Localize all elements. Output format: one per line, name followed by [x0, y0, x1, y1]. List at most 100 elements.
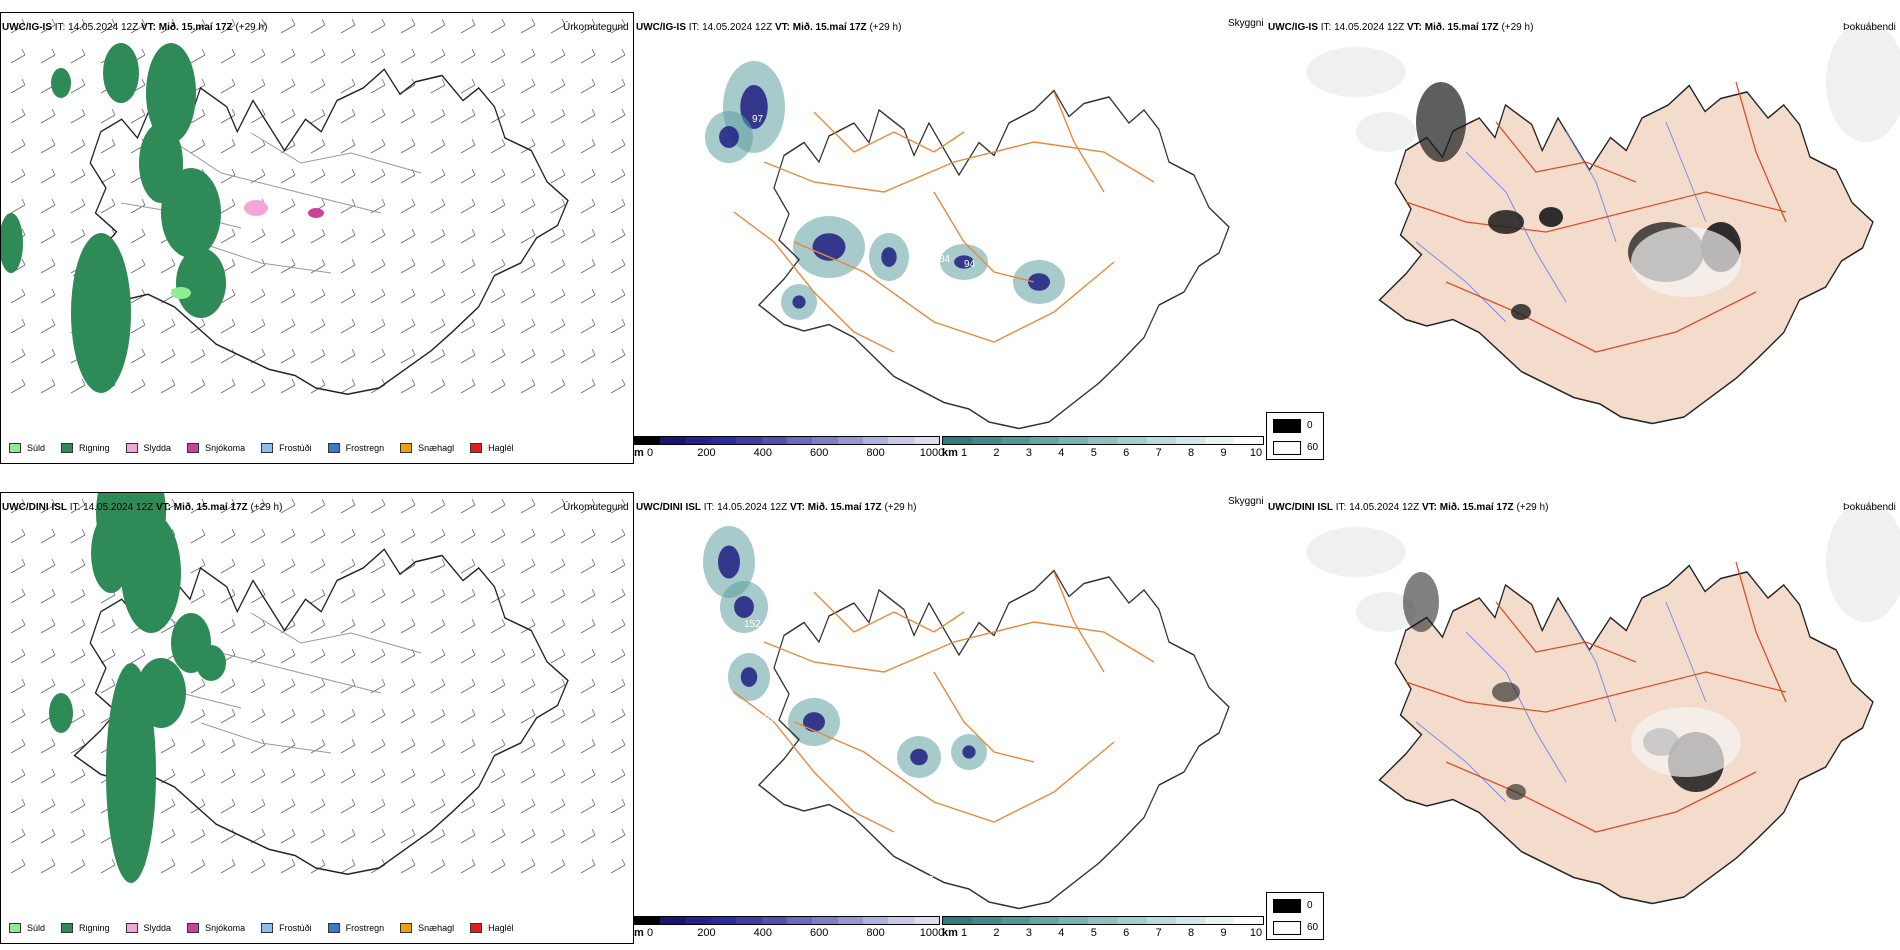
wind-barb [520, 498, 536, 514]
wind-barb [40, 498, 56, 514]
rain-area [103, 43, 139, 103]
wind-barb [430, 648, 446, 664]
drizzle-area [171, 287, 191, 299]
wind-barb [10, 708, 26, 724]
wind-barb [490, 618, 506, 634]
wind-barb [460, 18, 476, 34]
wind-barb [400, 228, 416, 244]
wind-barb [400, 828, 416, 844]
wind-barb [520, 378, 536, 394]
wind-barb [220, 138, 236, 154]
precip-legend-item: Snjókoma [187, 923, 245, 933]
fog-map-bottom [1306, 502, 1900, 905]
wind-barb [610, 108, 626, 124]
wind-barb [580, 588, 596, 604]
cloud-base-area [1028, 273, 1050, 291]
wind-barb [190, 498, 206, 514]
iceland-roads-top [733, 89, 1230, 430]
precip-type-panel-top: Súld Rigning Slydda Snjókoma Frostúði Frostre… [0, 12, 634, 464]
wind-barb [340, 558, 356, 574]
cloud-panel-bottom: 152 49 57 37 93 [634, 492, 1264, 914]
legend-swatch [327, 443, 340, 453]
wind-barb [190, 378, 206, 394]
wind-barb [10, 288, 26, 304]
label-skyggni-top: Skyggni [1228, 18, 1264, 29]
road-line [933, 671, 1035, 763]
wind-barb [550, 528, 566, 544]
wind-barb [490, 138, 506, 154]
iceland-coast [1378, 564, 1874, 905]
wind-barb [220, 78, 236, 94]
fog-dense-area [1492, 682, 1520, 702]
wind-barb [400, 708, 416, 724]
legend-label: Frostúði [279, 923, 312, 933]
title-cloud-bottom: UWC/DINI ISL IT: 14.05.2024 12Z VT: Mið.… [636, 502, 917, 513]
wind-barb [490, 288, 506, 304]
wind-barb [580, 708, 596, 724]
fog-panel-bottom [1266, 492, 1900, 914]
wind-barb [310, 648, 326, 664]
wind-barb [160, 618, 176, 634]
colorbar-cell [943, 437, 973, 444]
wind-barb [430, 48, 446, 64]
colorbar-tick: 2 [993, 447, 1000, 459]
wind-barb [40, 318, 56, 334]
wind-barb [10, 378, 26, 394]
legend-label: Haglél [488, 443, 514, 453]
wind-barb [280, 138, 296, 154]
wind-barb [490, 708, 506, 724]
cloud-base-area [740, 667, 758, 687]
wind-barb [490, 318, 506, 334]
wind-barb [520, 678, 536, 694]
wind-barb [100, 858, 116, 874]
title-cloud-top: UWC/IG-IS IT: 14.05.2024 12Z VT: Mið. 15… [636, 22, 902, 33]
wind-barb [310, 768, 326, 784]
colorbar-cell [837, 917, 863, 924]
wind-barb [490, 648, 506, 664]
cloud-base-value: 69 [869, 294, 881, 305]
wind-barb [280, 228, 296, 244]
sky-legend-bottom: 0 60 [1266, 892, 1324, 940]
wind-barb [70, 558, 86, 574]
wind-barb [580, 228, 596, 244]
wind-barb [520, 18, 536, 34]
legend-label: Snjókoma [205, 443, 246, 453]
wind-barb [250, 738, 266, 754]
wind-barb [430, 498, 446, 514]
fog-panel-top [1266, 12, 1900, 442]
wind-barb [430, 738, 446, 754]
wind-barb [280, 708, 296, 724]
wind-barb [430, 528, 446, 544]
wind-barb [430, 18, 446, 34]
colorbar-cells [942, 436, 1264, 445]
road-line [793, 721, 1115, 823]
wind-barb [100, 18, 116, 34]
precip-legend-top: Súld Rigning Slydda Snjókoma Frostúði Frostre… [9, 443, 530, 453]
wind-barb [370, 288, 386, 304]
wind-barb [310, 618, 326, 634]
wind-barb [70, 738, 86, 754]
colorbar-tick: 400 [753, 927, 772, 939]
cloud-base-value: 68 [719, 204, 731, 215]
wind-barb [220, 288, 236, 304]
wind-barb [340, 588, 356, 604]
wind-barb [40, 228, 56, 244]
label-fog-index-bottom: Þokuábendi [1843, 502, 1896, 513]
wind-barb [340, 168, 356, 184]
legend-swatch [61, 443, 74, 453]
wind-barb [550, 648, 566, 664]
wind-barb [250, 78, 266, 94]
wind-barb [490, 858, 506, 874]
wind-barb [100, 138, 116, 154]
wind-barb [70, 228, 86, 244]
legend-label: Slydda [143, 923, 172, 933]
wind-barb [610, 858, 626, 874]
wind-barb [580, 858, 596, 874]
precip-legend-item: Frostúði [261, 923, 312, 933]
wind-barb [460, 258, 476, 274]
cloud-base-value: 94 [964, 259, 976, 270]
colorbar-cell [943, 917, 973, 924]
wind-barb [220, 798, 236, 814]
legend-swatch [61, 923, 74, 933]
wind-barb [250, 318, 266, 334]
